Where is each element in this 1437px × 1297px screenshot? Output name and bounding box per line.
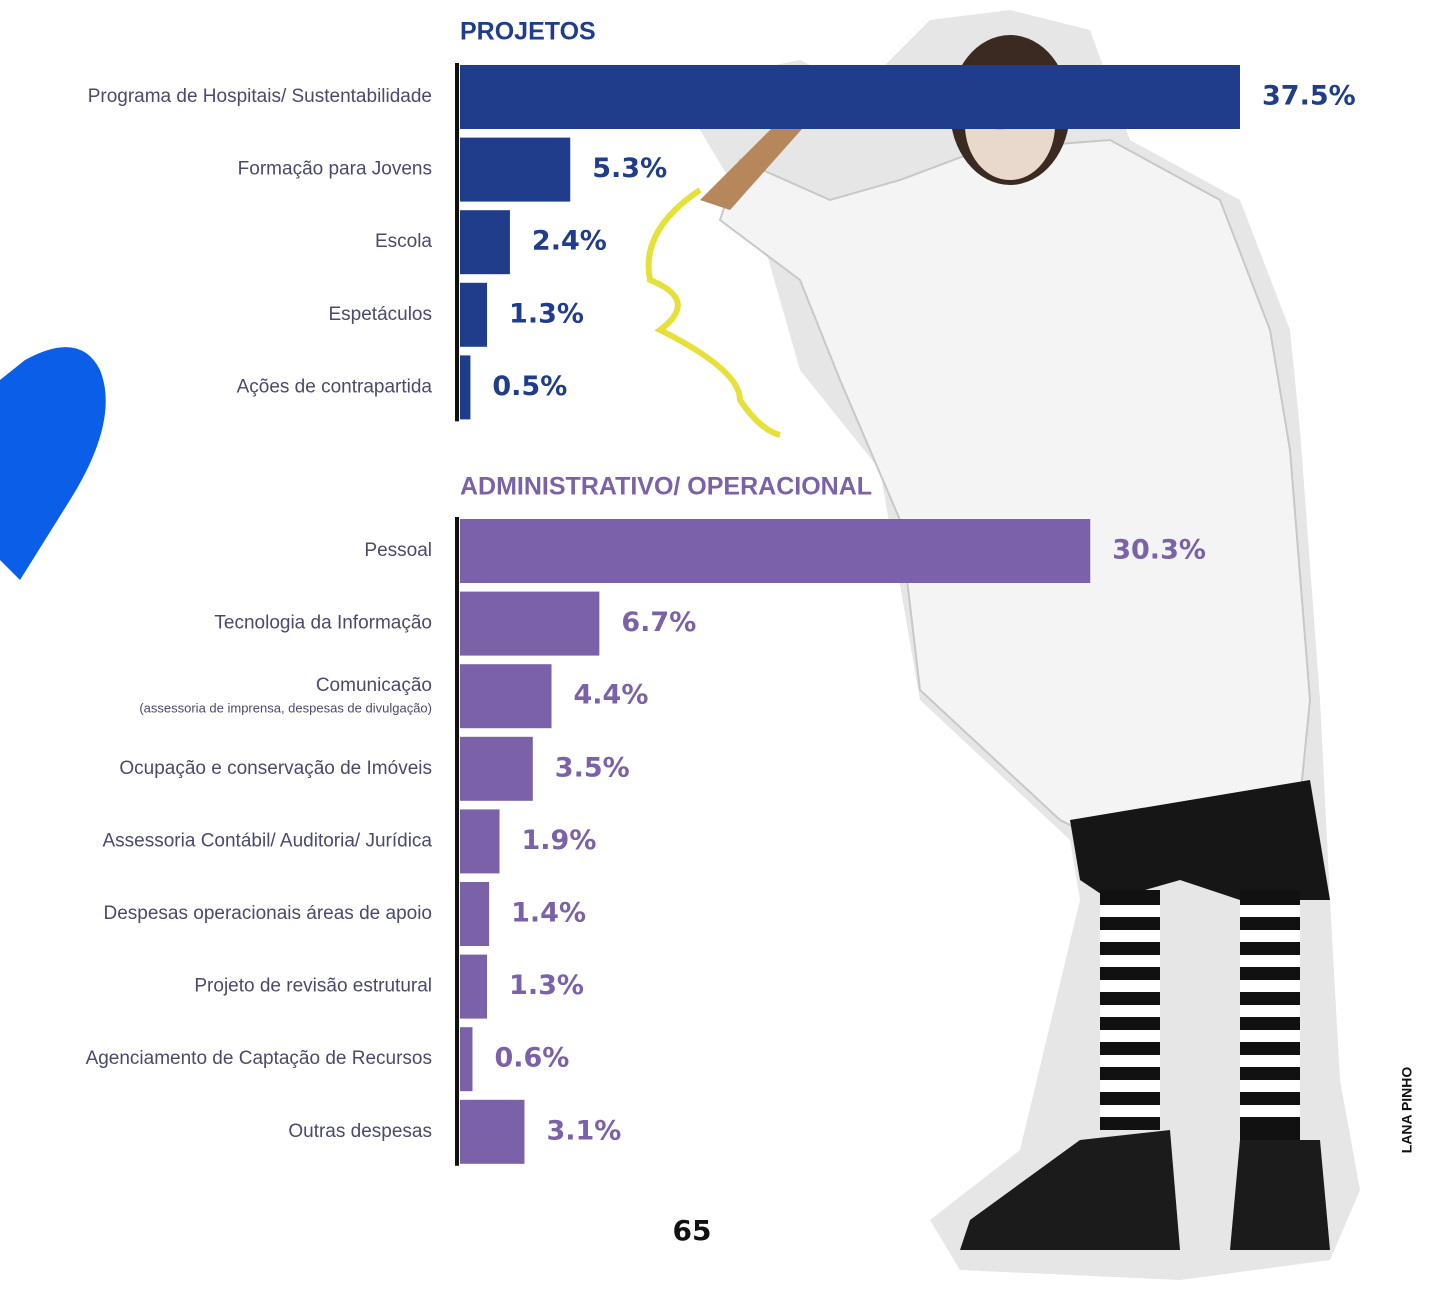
value-label: 2.4% bbox=[532, 226, 607, 257]
category-label: Ações de contrapartida bbox=[237, 376, 433, 397]
bar bbox=[460, 737, 533, 801]
bar bbox=[460, 283, 487, 347]
page-number: 65 bbox=[673, 1214, 712, 1247]
value-label: 5.3% bbox=[592, 153, 667, 184]
value-label: 4.4% bbox=[574, 680, 649, 711]
category-label: Formação para Jovens bbox=[238, 159, 432, 180]
bar bbox=[460, 1027, 472, 1091]
bar bbox=[460, 138, 570, 202]
value-label: 1.9% bbox=[522, 825, 597, 856]
category-label: Outras despesas bbox=[288, 1121, 432, 1142]
value-label: 0.6% bbox=[494, 1043, 569, 1074]
value-label: 37.5% bbox=[1262, 81, 1356, 112]
category-detail: (assessoria de imprensa, despesas de div… bbox=[139, 701, 432, 716]
photo bbox=[0, 10, 1360, 1280]
category-label: Projeto de revisão estrutural bbox=[194, 976, 432, 997]
category-label: Despesas operacionais áreas de apoio bbox=[104, 903, 433, 924]
value-label: 1.4% bbox=[511, 898, 586, 929]
bar bbox=[460, 355, 470, 419]
value-label: 3.5% bbox=[555, 752, 630, 783]
page: 65 LANA PINHO PROJETOS Programa de Hospit… bbox=[0, 0, 1437, 1297]
category-label: Assessoria Contábil/ Auditoria/ Jurídica bbox=[103, 830, 433, 851]
bar bbox=[460, 664, 552, 728]
photo-credit: LANA PINHO bbox=[1399, 1067, 1415, 1154]
category-label: Espetáculos bbox=[328, 304, 432, 325]
value-label: 30.3% bbox=[1112, 535, 1206, 566]
category-label: Agenciamento de Captação de Recursos bbox=[86, 1048, 432, 1069]
category-label: Pessoal bbox=[364, 540, 432, 561]
category-label: Tecnologia da Informação bbox=[214, 613, 432, 634]
value-label: 0.5% bbox=[492, 371, 567, 402]
bar bbox=[460, 592, 599, 656]
value-label: 3.1% bbox=[546, 1115, 621, 1146]
chart-title: ADMINISTRATIVO/ OPERACIONAL bbox=[460, 473, 872, 501]
bar bbox=[460, 1100, 524, 1164]
bar bbox=[460, 65, 1240, 129]
bar bbox=[460, 210, 510, 274]
value-label: 1.3% bbox=[509, 298, 584, 329]
bar bbox=[460, 519, 1090, 583]
chart-title: PROJETOS bbox=[460, 18, 596, 46]
category-label: Programa de Hospitais/ Sustentabilidade bbox=[88, 86, 432, 107]
bar bbox=[460, 882, 489, 946]
bar bbox=[460, 809, 500, 873]
value-label: 6.7% bbox=[621, 607, 696, 638]
category-label: Escola bbox=[375, 231, 432, 252]
category-label: Ocupação e conservação de Imóveis bbox=[119, 758, 432, 779]
value-label: 1.3% bbox=[509, 970, 584, 1001]
bar bbox=[460, 955, 487, 1019]
category-label: Comunicação bbox=[316, 675, 432, 696]
